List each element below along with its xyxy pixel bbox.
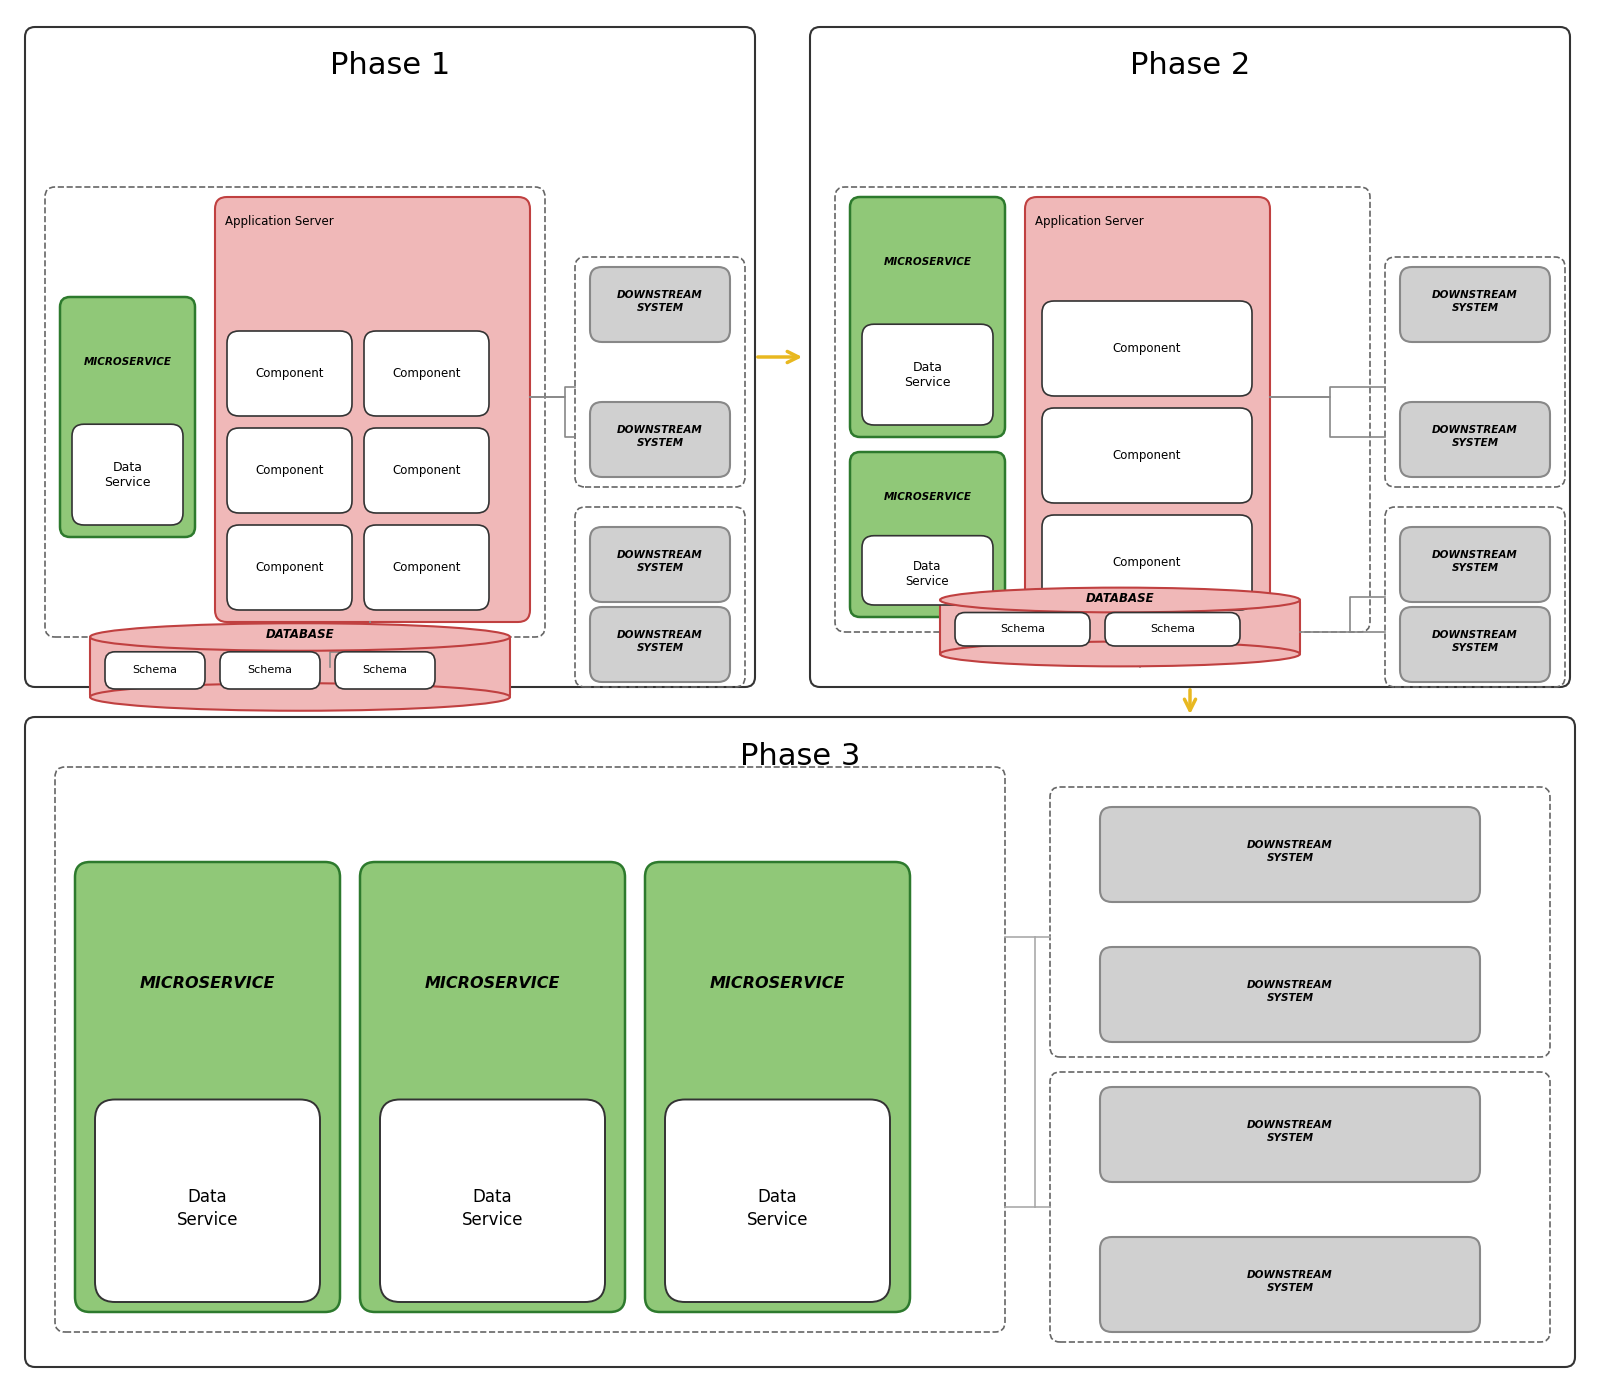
- Text: Component: Component: [256, 465, 323, 477]
- Ellipse shape: [90, 623, 510, 651]
- Text: Phase 2: Phase 2: [1130, 50, 1250, 79]
- Text: DOWNSTREAM
SYSTEM: DOWNSTREAM SYSTEM: [1246, 841, 1333, 863]
- Ellipse shape: [941, 642, 1299, 666]
- Text: Schema: Schema: [133, 666, 178, 675]
- Text: DOWNSTREAM
SYSTEM: DOWNSTREAM SYSTEM: [618, 549, 702, 573]
- FancyBboxPatch shape: [1101, 1087, 1480, 1182]
- FancyBboxPatch shape: [75, 861, 339, 1312]
- Ellipse shape: [90, 684, 510, 710]
- Text: Component: Component: [392, 465, 461, 477]
- Text: Schema: Schema: [363, 666, 408, 675]
- FancyBboxPatch shape: [590, 608, 730, 682]
- Text: Data
Service: Data Service: [747, 1187, 808, 1229]
- Text: DOWNSTREAM
SYSTEM: DOWNSTREAM SYSTEM: [1246, 1270, 1333, 1293]
- Text: DOWNSTREAM
SYSTEM: DOWNSTREAM SYSTEM: [1432, 630, 1518, 653]
- FancyBboxPatch shape: [106, 652, 205, 689]
- FancyBboxPatch shape: [360, 861, 626, 1312]
- Text: Component: Component: [1112, 556, 1181, 569]
- Text: MICROSERVICE: MICROSERVICE: [883, 491, 971, 502]
- Text: Data
Service: Data Service: [104, 460, 150, 488]
- FancyBboxPatch shape: [666, 1100, 890, 1302]
- FancyBboxPatch shape: [1400, 402, 1550, 477]
- FancyBboxPatch shape: [227, 429, 352, 513]
- FancyBboxPatch shape: [365, 429, 490, 513]
- Text: DOWNSTREAM
SYSTEM: DOWNSTREAM SYSTEM: [1432, 424, 1518, 448]
- FancyBboxPatch shape: [227, 331, 352, 416]
- FancyBboxPatch shape: [365, 526, 490, 610]
- FancyBboxPatch shape: [365, 331, 490, 416]
- Text: DOWNSTREAM
SYSTEM: DOWNSTREAM SYSTEM: [1432, 290, 1518, 313]
- FancyBboxPatch shape: [1400, 608, 1550, 682]
- FancyBboxPatch shape: [72, 424, 182, 526]
- Text: Schema: Schema: [1150, 624, 1195, 634]
- Ellipse shape: [941, 588, 1299, 613]
- FancyBboxPatch shape: [214, 197, 530, 621]
- Text: Component: Component: [1112, 449, 1181, 462]
- Text: DOWNSTREAM
SYSTEM: DOWNSTREAM SYSTEM: [618, 630, 702, 653]
- Text: Phase 1: Phase 1: [330, 50, 450, 79]
- Text: Data
Service: Data Service: [176, 1187, 238, 1229]
- Text: Component: Component: [392, 368, 461, 380]
- FancyBboxPatch shape: [955, 613, 1090, 646]
- Text: Data
Service: Data Service: [904, 361, 950, 388]
- FancyBboxPatch shape: [590, 527, 730, 602]
- FancyBboxPatch shape: [227, 526, 352, 610]
- FancyBboxPatch shape: [590, 268, 730, 343]
- FancyBboxPatch shape: [219, 652, 320, 689]
- Text: Component: Component: [256, 368, 323, 380]
- FancyBboxPatch shape: [590, 402, 730, 477]
- FancyBboxPatch shape: [1042, 515, 1251, 610]
- Text: DOWNSTREAM
SYSTEM: DOWNSTREAM SYSTEM: [1432, 549, 1518, 573]
- Text: MICROSERVICE: MICROSERVICE: [426, 976, 560, 990]
- FancyBboxPatch shape: [1042, 408, 1251, 503]
- FancyBboxPatch shape: [862, 535, 994, 605]
- Text: DOWNSTREAM
SYSTEM: DOWNSTREAM SYSTEM: [1246, 1119, 1333, 1143]
- Text: Phase 3: Phase 3: [739, 742, 861, 771]
- FancyBboxPatch shape: [645, 861, 910, 1312]
- FancyBboxPatch shape: [61, 297, 195, 537]
- FancyBboxPatch shape: [1101, 1237, 1480, 1332]
- FancyBboxPatch shape: [1026, 197, 1270, 621]
- FancyBboxPatch shape: [94, 1100, 320, 1302]
- FancyBboxPatch shape: [862, 325, 994, 424]
- FancyBboxPatch shape: [939, 601, 1299, 655]
- Text: MICROSERVICE: MICROSERVICE: [710, 976, 845, 990]
- Text: Application Server: Application Server: [226, 215, 334, 229]
- FancyBboxPatch shape: [850, 197, 1005, 437]
- FancyBboxPatch shape: [1101, 947, 1480, 1042]
- Text: MICROSERVICE: MICROSERVICE: [883, 257, 971, 266]
- Text: DOWNSTREAM
SYSTEM: DOWNSTREAM SYSTEM: [1246, 979, 1333, 1003]
- Text: DATABASE: DATABASE: [1086, 591, 1154, 605]
- Text: Application Server: Application Server: [1035, 215, 1144, 229]
- FancyBboxPatch shape: [1400, 268, 1550, 343]
- Text: MICROSERVICE: MICROSERVICE: [139, 976, 275, 990]
- Text: Schema: Schema: [248, 666, 293, 675]
- Text: Component: Component: [1112, 343, 1181, 355]
- Text: Component: Component: [256, 560, 323, 574]
- Text: Component: Component: [392, 560, 461, 574]
- Text: Data
Service: Data Service: [906, 560, 949, 588]
- FancyBboxPatch shape: [1101, 807, 1480, 902]
- FancyBboxPatch shape: [1106, 613, 1240, 646]
- FancyBboxPatch shape: [90, 637, 510, 698]
- FancyBboxPatch shape: [850, 452, 1005, 617]
- Text: DOWNSTREAM
SYSTEM: DOWNSTREAM SYSTEM: [618, 290, 702, 313]
- Text: Schema: Schema: [1000, 624, 1045, 634]
- FancyBboxPatch shape: [381, 1100, 605, 1302]
- Text: DOWNSTREAM
SYSTEM: DOWNSTREAM SYSTEM: [618, 424, 702, 448]
- FancyBboxPatch shape: [1042, 301, 1251, 397]
- Text: Data
Service: Data Service: [462, 1187, 523, 1229]
- Text: MICROSERVICE: MICROSERVICE: [83, 356, 171, 366]
- FancyBboxPatch shape: [334, 652, 435, 689]
- FancyBboxPatch shape: [1400, 527, 1550, 602]
- Text: DATABASE: DATABASE: [266, 628, 334, 642]
